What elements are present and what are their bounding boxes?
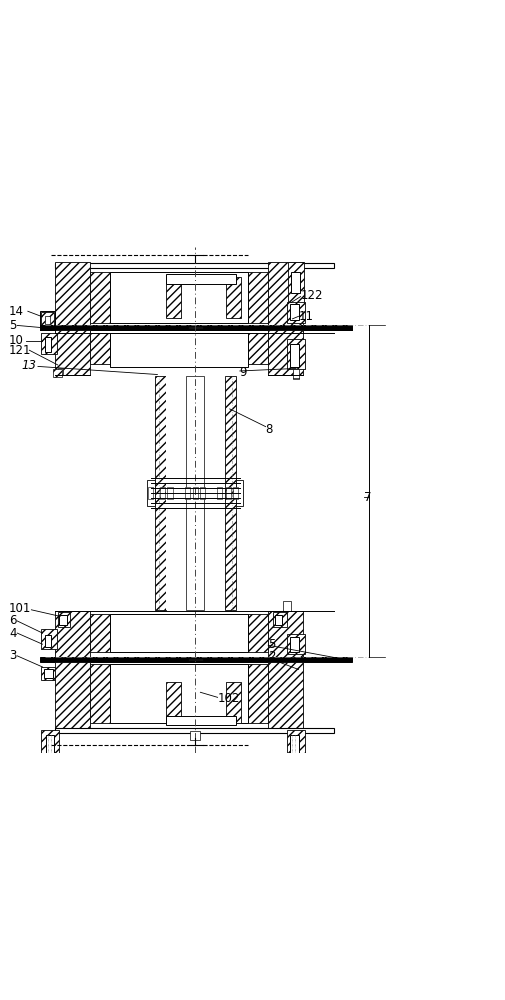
Bar — [247, 272, 268, 323]
Bar — [166, 277, 181, 318]
Bar — [289, 637, 298, 652]
Text: 8: 8 — [265, 423, 273, 436]
Bar — [289, 304, 298, 320]
Bar — [166, 682, 181, 723]
Text: 5: 5 — [268, 638, 275, 651]
Bar — [268, 611, 302, 657]
Bar — [90, 272, 110, 323]
Bar — [55, 330, 89, 375]
Bar — [55, 262, 89, 333]
Bar — [55, 611, 89, 657]
Bar — [190, 731, 200, 740]
Bar — [287, 634, 305, 654]
Bar — [44, 669, 53, 678]
Text: 11: 11 — [298, 310, 313, 323]
Bar — [217, 487, 222, 499]
Bar — [147, 480, 155, 506]
Bar — [41, 730, 59, 758]
Bar — [55, 662, 89, 728]
Bar — [40, 325, 351, 330]
Bar — [110, 664, 247, 723]
Bar — [41, 312, 54, 326]
Bar — [247, 333, 268, 364]
Bar — [268, 662, 302, 728]
Bar — [160, 487, 165, 499]
Bar — [274, 615, 282, 625]
Bar — [110, 333, 247, 367]
Text: 102: 102 — [217, 692, 239, 705]
Bar — [58, 612, 70, 626]
Bar — [53, 369, 62, 377]
Bar — [287, 730, 305, 758]
Bar — [167, 487, 172, 499]
Bar — [186, 376, 204, 610]
Text: 4: 4 — [9, 627, 17, 640]
Bar — [287, 302, 305, 323]
Bar — [247, 614, 268, 652]
Bar — [45, 337, 51, 352]
Bar — [166, 716, 235, 725]
Bar — [45, 635, 51, 647]
Text: 121: 121 — [9, 344, 31, 357]
Bar — [185, 487, 190, 499]
Text: 2: 2 — [268, 650, 275, 663]
Bar — [268, 262, 302, 333]
Bar — [41, 629, 57, 649]
Text: 14: 14 — [9, 305, 24, 318]
Bar — [233, 487, 238, 499]
Text: 122: 122 — [300, 289, 323, 302]
Bar — [40, 311, 55, 327]
Bar — [289, 344, 298, 367]
Text: 6: 6 — [9, 614, 17, 627]
Bar — [55, 728, 333, 733]
Bar — [40, 657, 351, 662]
Text: 7: 7 — [364, 491, 371, 504]
Bar — [148, 487, 153, 499]
Bar — [283, 601, 290, 611]
Bar — [41, 667, 59, 680]
Text: 9: 9 — [239, 366, 246, 379]
Text: 10: 10 — [9, 334, 24, 347]
Bar — [226, 487, 231, 499]
Text: 5: 5 — [9, 319, 17, 332]
Bar — [225, 277, 240, 318]
Bar — [110, 614, 247, 652]
Bar — [155, 376, 166, 610]
Text: 3: 3 — [9, 649, 17, 662]
Bar — [290, 272, 299, 293]
Bar — [55, 263, 333, 268]
Bar — [235, 480, 243, 506]
Bar — [200, 487, 205, 499]
Bar — [166, 376, 224, 610]
Text: 13: 13 — [21, 359, 36, 372]
Bar — [90, 664, 110, 723]
Bar — [41, 333, 57, 354]
Bar — [293, 369, 298, 379]
Bar — [45, 316, 50, 324]
Bar — [247, 664, 268, 723]
Bar — [289, 735, 298, 756]
Bar — [90, 333, 110, 364]
Bar — [90, 614, 110, 652]
Bar — [187, 326, 203, 329]
Bar — [268, 330, 302, 375]
Bar — [59, 615, 67, 625]
Text: 101: 101 — [9, 602, 31, 615]
Bar — [46, 735, 54, 756]
Bar — [273, 612, 287, 626]
Bar — [224, 376, 235, 610]
Bar — [110, 272, 247, 323]
Bar — [288, 262, 303, 303]
Bar — [192, 487, 197, 499]
Bar — [287, 339, 305, 369]
Bar — [58, 368, 63, 373]
Bar — [225, 682, 240, 723]
Bar — [187, 658, 203, 661]
Bar — [166, 274, 235, 284]
